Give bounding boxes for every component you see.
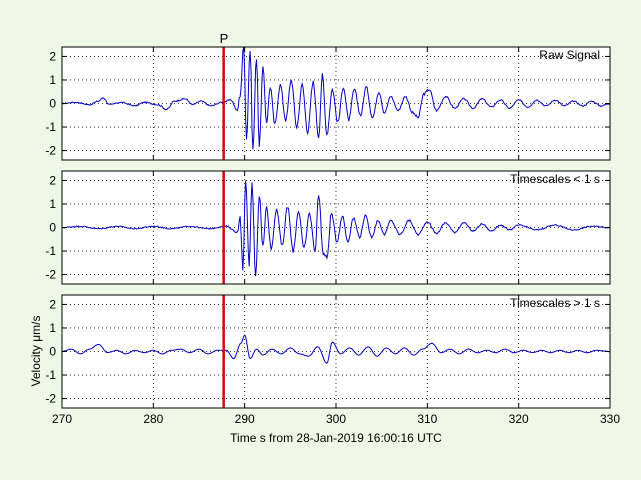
y-tick-label: -1 — [45, 368, 56, 382]
y-tick-label: -2 — [45, 268, 56, 282]
panel-short-timescales: -2 -1 0 1 2 Timescales < 1 s — [45, 170, 611, 285]
y-tick-labels: -2 -1 0 1 2 — [45, 171, 611, 284]
x-tick-label: 320 — [509, 412, 529, 426]
panel-annotation: Timescales < 1 s — [510, 172, 600, 186]
y-tick-label: 0 — [49, 345, 56, 359]
x-tick-label: 300 — [326, 412, 346, 426]
x-tick-label: 280 — [143, 412, 163, 426]
y-tick-label: 1 — [49, 73, 56, 87]
p-wave-pick-label: P — [220, 31, 229, 46]
waveform-line — [62, 334, 611, 364]
y-tick-label: -2 — [45, 144, 56, 158]
y-tick-labels: -2 -1 0 1 2 — [45, 297, 610, 406]
x-tick-labels: 270 280 290 300 310 320 330 — [52, 295, 620, 426]
panel-annotation: Timescales > 1 s — [510, 296, 600, 310]
y-tick-label: 2 — [49, 49, 56, 63]
trace — [62, 334, 611, 364]
x-tick-label: 270 — [52, 412, 72, 426]
panel-annotation: Raw Signal — [539, 48, 600, 62]
y-tick-label: 0 — [49, 221, 56, 235]
y-tick-label: 1 — [49, 197, 56, 211]
y-tick-label: 2 — [49, 297, 56, 311]
trace — [61, 180, 611, 277]
x-tick-label: 290 — [235, 412, 255, 426]
y-tick-label: -2 — [45, 392, 56, 406]
y-tick-labels: -2 -1 0 1 2 — [45, 47, 611, 160]
x-tick-label: 310 — [417, 412, 437, 426]
y-tick-label: 2 — [49, 173, 56, 187]
trace — [61, 46, 611, 150]
y-tick-label: 0 — [49, 97, 56, 111]
panel-raw-signal: -2 -1 0 1 2 Raw Signal P — [45, 31, 611, 161]
grid-lines — [62, 47, 610, 160]
panel-long-timescales: -2 -1 0 1 2 270 280 290 300 310 320 330 Timescales… — [29, 294, 620, 445]
y-tick-label: -1 — [45, 244, 56, 258]
y-tick-label: 1 — [49, 321, 56, 335]
y-axis-label: Velocity μm/s — [29, 316, 43, 387]
x-axis-label: Time s from 28-Jan-2019 16:00:16 UTC — [230, 431, 442, 445]
waveform-line — [61, 46, 611, 150]
waveform-line — [61, 180, 611, 277]
y-tick-label: -1 — [45, 120, 56, 134]
x-tick-label: 330 — [600, 412, 620, 426]
